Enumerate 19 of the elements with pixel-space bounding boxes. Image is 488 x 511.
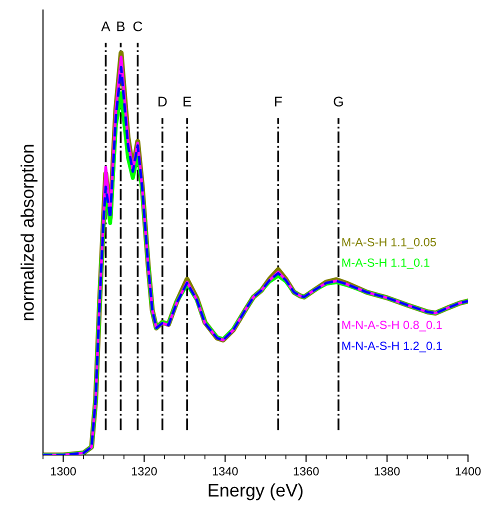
y-axis-title: normalized absorption xyxy=(20,144,38,320)
x-axis-title: Energy (eV) xyxy=(208,483,303,500)
ref-line-label: G xyxy=(334,96,343,106)
ref-line-label: C xyxy=(133,21,142,32)
series-label: M-N-A-S-H 0.8_0.1 xyxy=(342,320,442,332)
ref-line-label: E xyxy=(184,96,192,106)
text: M-N-A-S-H 1.2_0.1 xyxy=(342,342,442,352)
series-label: M-A-S-H 1.1_0.1 xyxy=(342,258,430,270)
x-tick-label: 1400 xyxy=(456,467,481,476)
x-tick-label: 1360 xyxy=(294,467,319,476)
x-tick-label: 1340 xyxy=(212,467,238,476)
ref-line-label: A xyxy=(101,22,110,32)
ref-line-label: D xyxy=(158,96,167,106)
text: M-A-S-H 1.1_0.05 xyxy=(342,238,436,249)
x-tick-label: 1380 xyxy=(374,467,400,476)
ref-line-label: F xyxy=(275,96,282,106)
x-tick-label: 1300 xyxy=(51,467,76,476)
ref-line-label: B xyxy=(117,22,125,32)
x-tick-label: 1320 xyxy=(132,467,157,476)
